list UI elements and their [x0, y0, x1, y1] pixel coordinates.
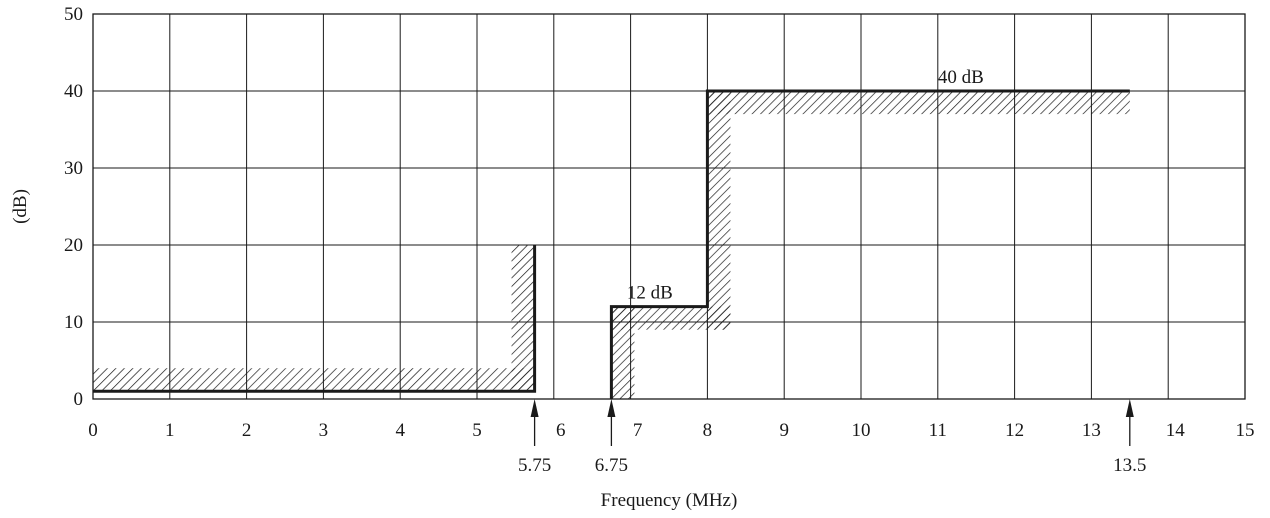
- hatched-region: [93, 368, 535, 392]
- plot-frame: [92, 13, 1246, 400]
- x-tick-label: 9: [779, 420, 789, 441]
- mask-limit-line: [93, 245, 537, 393]
- y-tick-label: 30: [64, 158, 83, 179]
- marker-label: 13.5: [1113, 455, 1146, 476]
- hatched-region: [707, 91, 731, 330]
- x-tick-label: 7: [633, 420, 643, 441]
- hatched-regions: [93, 91, 1130, 399]
- hatched-region: [611, 306, 731, 330]
- y-tick-label: 0: [74, 389, 84, 410]
- marker-label: 6.75: [595, 455, 628, 476]
- x-tick-label: 13: [1082, 420, 1101, 441]
- x-tick-label: 15: [1236, 420, 1255, 441]
- marker-arrow-head: [530, 399, 539, 417]
- frequency-markers: 5.75 6.75 13.5: [518, 399, 1146, 476]
- hatched-region: [511, 245, 535, 392]
- x-tick-label: 2: [242, 420, 252, 441]
- x-tick-label: 14: [1166, 420, 1186, 441]
- level-annotation: 12 dB: [627, 283, 673, 304]
- x-tick-label: 10: [852, 420, 871, 441]
- x-tick-label: 11: [929, 420, 947, 441]
- hatched-region: [707, 91, 1130, 115]
- y-tick-label: 10: [64, 312, 83, 333]
- x-axis-label: Frequency (MHz): [601, 490, 738, 511]
- x-tick-label: 6: [556, 420, 566, 441]
- y-tick-label: 50: [64, 4, 83, 25]
- grid: [92, 13, 1246, 400]
- x-tick-label: 0: [88, 420, 98, 441]
- x-tick-label: 8: [703, 420, 713, 441]
- y-axis-label: (dB): [10, 189, 31, 224]
- y-tick-label: 20: [64, 235, 83, 256]
- x-tick-label: 4: [395, 420, 405, 441]
- annotations: 12 dB 40 dB: [627, 67, 984, 304]
- marker-arrow-head: [607, 399, 616, 417]
- marker-label: 5.75: [518, 455, 551, 476]
- level-annotation: 40 dB: [938, 67, 984, 88]
- x-tick-label: 5: [472, 420, 482, 441]
- series: [93, 89, 1130, 399]
- x-tick-label: 3: [319, 420, 329, 441]
- y-tick-label: 40: [64, 81, 83, 102]
- x-tick-label: 12: [1005, 420, 1024, 441]
- marker-arrow-head: [1125, 399, 1134, 417]
- mask-limit-line: [609, 89, 1130, 399]
- x-tick-label: 1: [165, 420, 175, 441]
